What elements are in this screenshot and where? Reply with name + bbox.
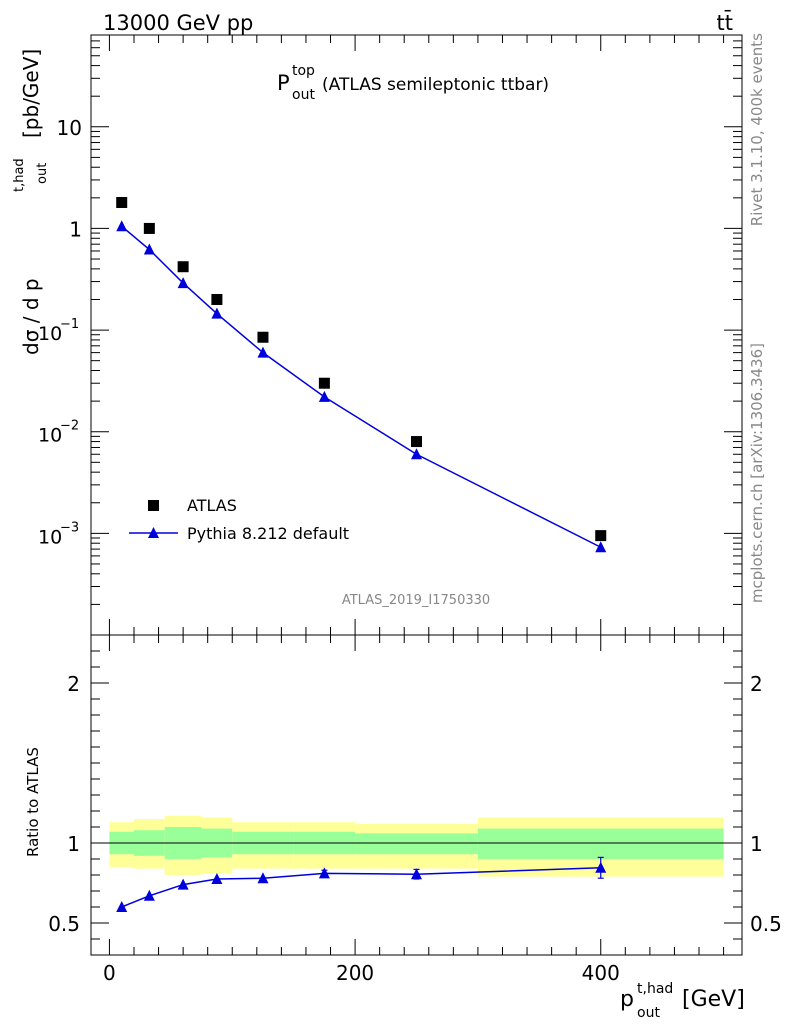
y-tick-label: 1 [69, 217, 82, 241]
x-label-superscript: t,had [637, 981, 673, 997]
ratio-y-tick-label-left: 2 [67, 672, 80, 696]
ratio-panel: 0.5 0.5 1 1 2 2 0 200 400 Ratio to ATLAS p t,had… [24, 634, 782, 1021]
title-suffix: (ATLAS semileptonic ttbar) [322, 75, 549, 95]
ratio-uncertainty-bands [109, 815, 724, 877]
ratio-mc-point [257, 872, 269, 884]
y-tick-label-exponent: −1 [60, 317, 79, 332]
x-label-unit: [GeV] [682, 987, 745, 1012]
ratio-mc-point [143, 889, 155, 901]
ratio-plot-marks [116, 856, 607, 912]
y-tick-label-exponent: −2 [60, 419, 79, 434]
x-tick-label: 400 [582, 961, 620, 985]
y-tick-label: 10 [57, 116, 82, 140]
ratio-axis-ticks: 0.5 0.5 1 1 2 2 0 200 400 [48, 634, 782, 985]
title-superscript: top [292, 63, 315, 79]
main-plot-marks [116, 196, 607, 553]
y-tick-label-base: 10 [38, 526, 62, 548]
atlas-data-point [318, 377, 330, 389]
ratio-mc-point [411, 868, 422, 880]
legend-data-marker [148, 500, 159, 511]
legend-mc-marker [148, 527, 159, 538]
mc-point [318, 390, 330, 402]
y-label-subscript: out [35, 163, 50, 184]
atlas-data-point [211, 293, 223, 305]
ratio-mc-point [177, 878, 189, 890]
process-label: tt̄ [717, 10, 733, 35]
mc-point [257, 346, 269, 358]
inner-uncertainty-band [477, 828, 724, 859]
mc-point [177, 277, 189, 289]
mc-point [143, 243, 155, 255]
ratio-y-label: Ratio to ATLAS [24, 747, 42, 857]
y-label-superscript: t,had [12, 158, 27, 192]
ratio-mc-line [121, 867, 601, 908]
atlas-data-point [116, 196, 128, 208]
y-tick-label-exponent: −3 [60, 520, 79, 535]
ratio-panel-frame [90, 634, 743, 956]
mc-series-line [121, 225, 602, 548]
y-label-main: dσ / d p [19, 278, 43, 355]
rivet-version-label: Rivet 3.1.10, 400k events [748, 33, 766, 226]
ratio-mc-point [116, 901, 128, 912]
y-tick-label-base: 10 [38, 425, 62, 447]
ratio-y-tick-label-right: 0.5 [750, 912, 782, 936]
main-title: P [277, 71, 290, 95]
legend-mc-label: Pythia 8.212 default [187, 524, 349, 543]
ratio-mc-point [595, 861, 607, 873]
legend-data-label: ATLAS [187, 496, 237, 515]
analysis-watermark: ATLAS_2019_I1750330 [342, 593, 490, 608]
atlas-data-point [257, 331, 269, 343]
atlas-data-point [595, 530, 607, 542]
main-panel-frame [90, 34, 743, 636]
y-label-unit: [pb/GeV] [19, 49, 43, 138]
y-tick-label-base: 10 [38, 323, 62, 345]
title-subscript: out [292, 87, 315, 103]
mcplots-credit-label: mcplots.cern.ch [arXiv:1306.3436] [748, 343, 766, 603]
atlas-data-point [411, 436, 422, 448]
x-tick-label: 200 [336, 961, 374, 985]
ratio-y-tick-label-right: 2 [750, 672, 763, 696]
ratio-mc-point [318, 867, 330, 879]
main-y-label: dσ / d p [19, 278, 43, 355]
mc-point [116, 220, 128, 232]
ratio-mc-point [211, 873, 223, 884]
mc-point [411, 448, 422, 460]
ratio-y-tick-label-right: 1 [750, 832, 763, 856]
title-p: P [277, 71, 290, 95]
legend: ATLAS Pythia 8.212 default [129, 496, 349, 543]
ratio-y-tick-label-left: 1 [67, 832, 80, 856]
mc-point [595, 541, 607, 553]
atlas-data-point [177, 261, 189, 273]
inner-uncertainty-band [355, 833, 478, 855]
x-tick-label: 0 [103, 961, 116, 985]
ratio-y-tick-label-left: 0.5 [48, 912, 80, 936]
x-label-subscript: out [637, 1005, 660, 1021]
x-label-main: p [620, 987, 634, 1012]
atlas-data-point [143, 222, 155, 234]
energy-label: 13000 GeV pp [103, 11, 253, 35]
mc-point [211, 307, 223, 319]
